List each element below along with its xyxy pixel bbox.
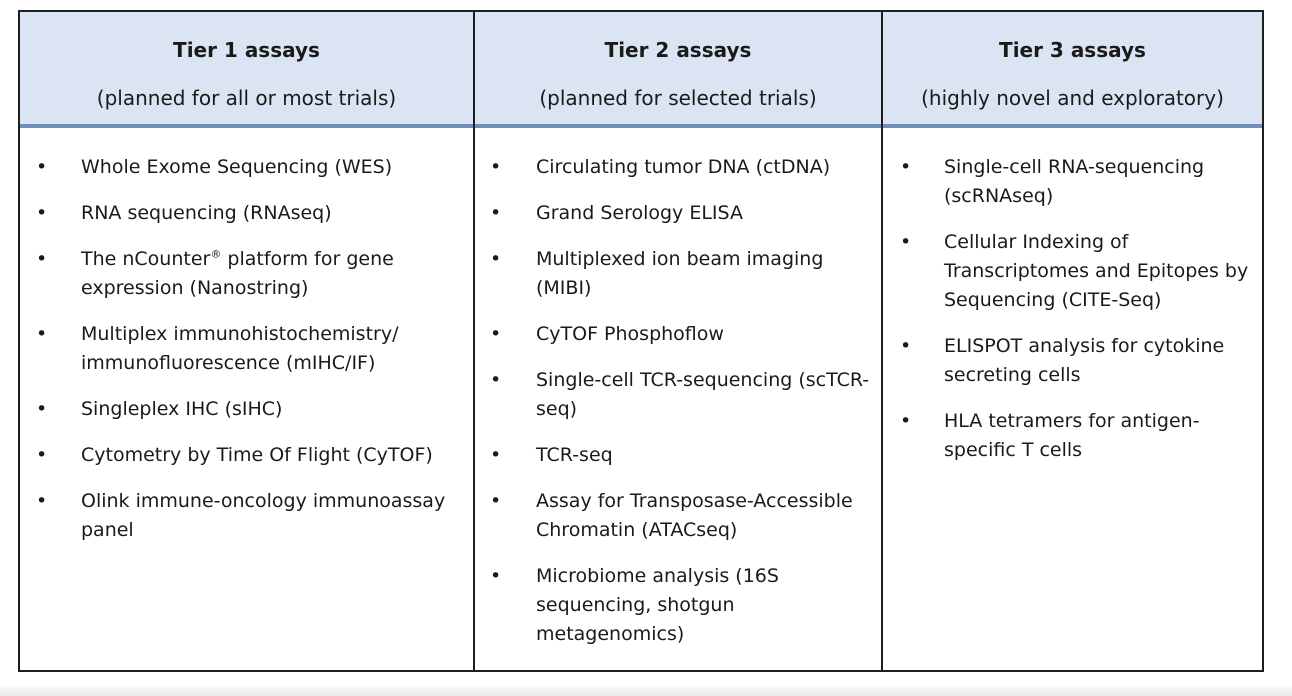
item-text: Cellular Indexing of Transcriptomes and … bbox=[944, 231, 1249, 311]
list-item: • CyTOF Phosphoflow bbox=[475, 320, 881, 349]
bullet-icon: • bbox=[36, 156, 48, 178]
bullet-icon: • bbox=[36, 202, 48, 224]
tier-2-column: Tier 2 assays (planned for selected tria… bbox=[473, 12, 881, 670]
list-item: • RNA sequencing (RNAseq) bbox=[20, 199, 473, 228]
list-item: • Single-cell TCR-sequencing (scTCR-seq) bbox=[475, 366, 881, 424]
registered-mark: ® bbox=[210, 247, 222, 261]
item-text: Olink immune-oncology immunoassay panel bbox=[81, 490, 446, 541]
bullet-icon: • bbox=[490, 490, 502, 512]
tier-2-header: Tier 2 assays (planned for selected tria… bbox=[475, 12, 881, 128]
tier-2-list: • Circulating tumor DNA (ctDNA) • Grand Se… bbox=[475, 153, 881, 649]
tier-3-header: Tier 3 assays (highly novel and explorat… bbox=[883, 12, 1262, 128]
bottom-shadow bbox=[0, 684, 1292, 696]
tier-1-list: • Whole Exome Sequencing (WES) • RNA seque… bbox=[20, 153, 473, 545]
list-item: • Multiplexed ion beam imaging (MIBI) bbox=[475, 245, 881, 303]
list-item: • HLA tetramers for antigen-specific T ce… bbox=[883, 407, 1262, 465]
bullet-icon: • bbox=[36, 248, 48, 270]
item-text: Whole Exome Sequencing (WES) bbox=[81, 156, 393, 178]
tier-2-body: • Circulating tumor DNA (ctDNA) • Grand Se… bbox=[475, 128, 881, 670]
list-item: • Whole Exome Sequencing (WES) bbox=[20, 153, 473, 182]
bullet-icon: • bbox=[490, 444, 502, 466]
list-item: • TCR-seq bbox=[475, 441, 881, 470]
bullet-icon: • bbox=[900, 335, 912, 357]
bullet-icon: • bbox=[490, 369, 502, 391]
item-text: Cytometry by Time Of Flight (CyTOF) bbox=[81, 444, 433, 466]
list-item: • Cellular Indexing of Transcriptomes and… bbox=[883, 228, 1262, 315]
bullet-icon: • bbox=[490, 156, 502, 178]
bullet-icon: • bbox=[490, 323, 502, 345]
item-text: The nCounter® platform for gene expressi… bbox=[81, 247, 394, 299]
item-text: Grand Serology ELISA bbox=[536, 202, 743, 224]
tier-1-header: Tier 1 assays (planned for all or most t… bbox=[20, 12, 473, 128]
bullet-icon: • bbox=[36, 490, 48, 512]
item-text: Circulating tumor DNA (ctDNA) bbox=[536, 156, 831, 178]
bullet-icon: • bbox=[490, 248, 502, 270]
tier-2-subtitle: (planned for selected trials) bbox=[539, 86, 817, 110]
tier-1-column: Tier 1 assays (planned for all or most t… bbox=[20, 12, 473, 670]
bullet-icon: • bbox=[900, 156, 912, 178]
list-item: • Singleplex IHC (sIHC) bbox=[20, 395, 473, 424]
bullet-icon: • bbox=[36, 444, 48, 466]
list-item: • Circulating tumor DNA (ctDNA) bbox=[475, 153, 881, 182]
list-item: • The nCounter® platform for gene express… bbox=[20, 245, 473, 303]
tier-3-body: • Single-cell RNA-sequencing (scRNAseq) •… bbox=[883, 128, 1262, 670]
item-text: HLA tetramers for antigen-specific T cel… bbox=[944, 410, 1200, 461]
item-text: Singleplex IHC (sIHC) bbox=[81, 398, 283, 420]
tier-3-list: • Single-cell RNA-sequencing (scRNAseq) •… bbox=[883, 153, 1262, 465]
item-text: RNA sequencing (RNAseq) bbox=[81, 202, 332, 224]
item-text: ELISPOT analysis for cytokine secreting … bbox=[944, 335, 1225, 386]
tier-1-body: • Whole Exome Sequencing (WES) • RNA seque… bbox=[20, 128, 473, 670]
item-text: Multiplexed ion beam imaging (MIBI) bbox=[536, 248, 824, 299]
bullet-icon: • bbox=[900, 410, 912, 432]
list-item: • Multiplex immunohistochemistry/ immunof… bbox=[20, 320, 473, 378]
item-text: Assay for Transposase-Accessible Chromat… bbox=[536, 490, 853, 541]
list-item: • Grand Serology ELISA bbox=[475, 199, 881, 228]
tier-3-title: Tier 3 assays bbox=[999, 38, 1146, 62]
item-text: Microbiome analysis (16S sequencing, sho… bbox=[536, 565, 779, 645]
bullet-icon: • bbox=[36, 398, 48, 420]
list-item: • Microbiome analysis (16S sequencing, sh… bbox=[475, 562, 881, 649]
item-text: CyTOF Phosphoflow bbox=[536, 323, 724, 345]
tier-2-title: Tier 2 assays bbox=[604, 38, 752, 62]
item-text: TCR-seq bbox=[536, 444, 613, 466]
assay-tiers-table: Tier 1 assays (planned for all or most t… bbox=[18, 10, 1264, 672]
list-item: • Assay for Transposase-Accessible Chroma… bbox=[475, 487, 881, 545]
list-item: • ELISPOT analysis for cytokine secreting… bbox=[883, 332, 1262, 390]
item-text: Multiplex immunohistochemistry/ immunofl… bbox=[81, 323, 399, 374]
tier-1-title: Tier 1 assays bbox=[173, 38, 320, 62]
bullet-icon: • bbox=[36, 323, 48, 345]
bullet-icon: • bbox=[490, 202, 502, 224]
tier-3-column: Tier 3 assays (highly novel and explorat… bbox=[881, 12, 1262, 670]
item-text: Single-cell RNA-sequencing (scRNAseq) bbox=[944, 156, 1205, 207]
list-item: • Olink immune-oncology immunoassay panel bbox=[20, 487, 473, 545]
list-item: • Single-cell RNA-sequencing (scRNAseq) bbox=[883, 153, 1262, 211]
list-item: • Cytometry by Time Of Flight (CyTOF) bbox=[20, 441, 473, 470]
tier-3-subtitle: (highly novel and exploratory) bbox=[921, 86, 1224, 110]
tier-1-subtitle: (planned for all or most trials) bbox=[96, 86, 397, 110]
item-text: Single-cell TCR-sequencing (scTCR-seq) bbox=[536, 369, 870, 420]
bullet-icon: • bbox=[900, 231, 912, 253]
bullet-icon: • bbox=[490, 565, 502, 587]
